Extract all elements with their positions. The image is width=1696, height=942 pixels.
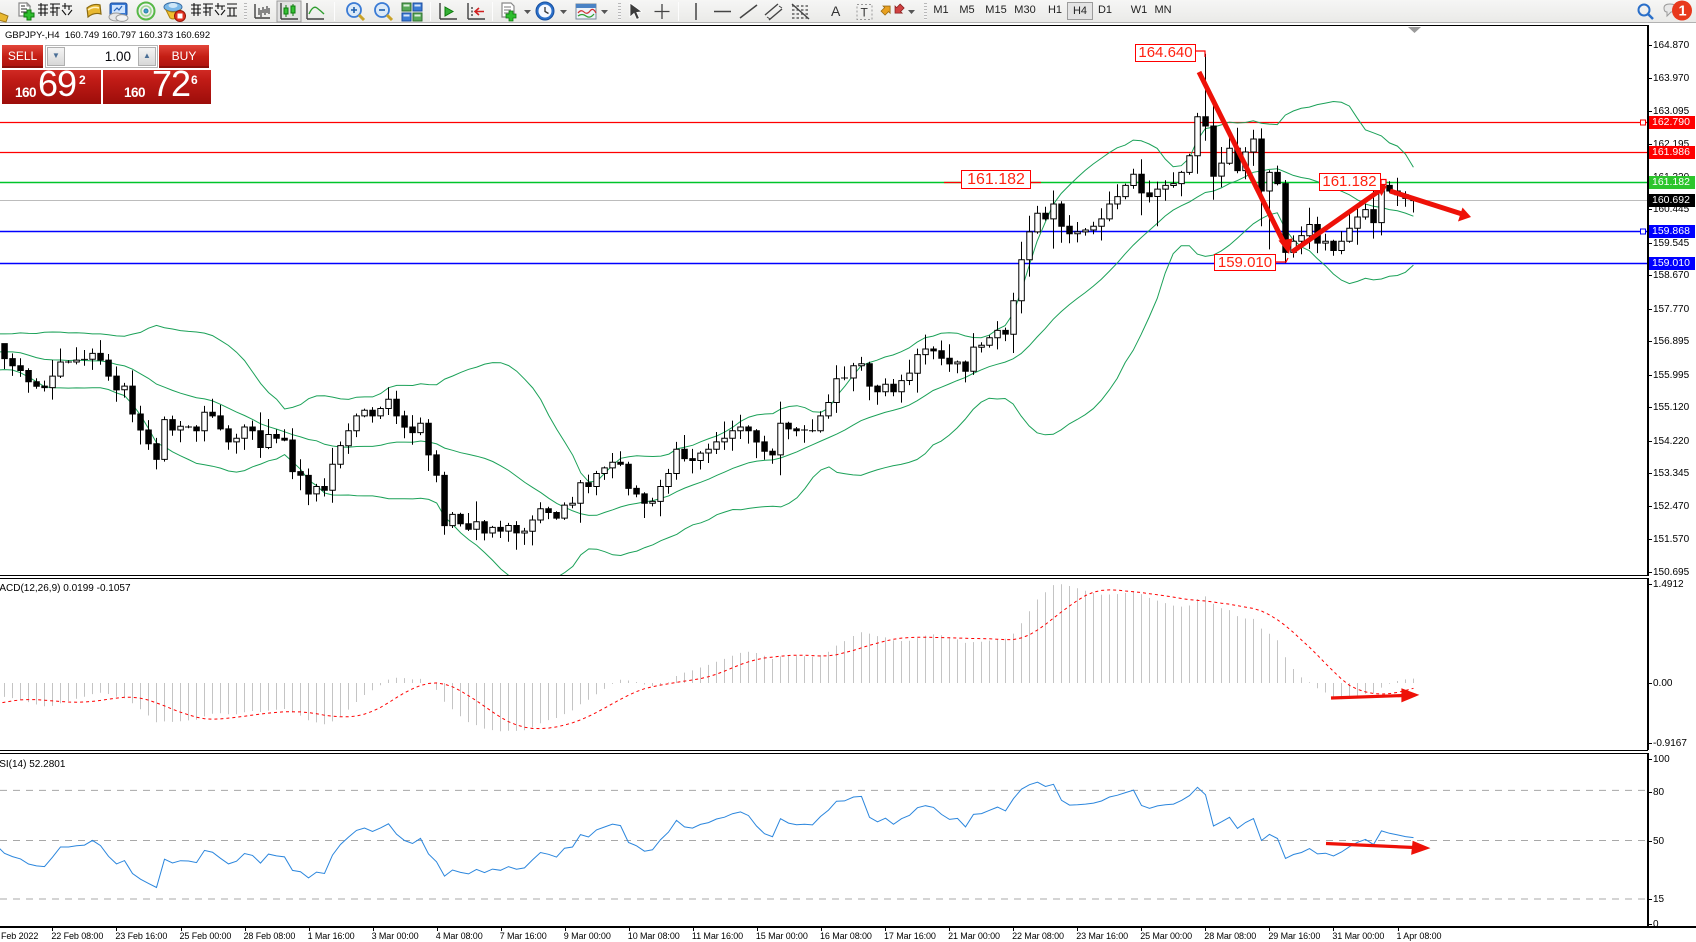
svg-text:T: T — [861, 6, 869, 20]
svg-text:1: 1 — [1679, 4, 1687, 20]
svg-text:A: A — [831, 3, 841, 19]
